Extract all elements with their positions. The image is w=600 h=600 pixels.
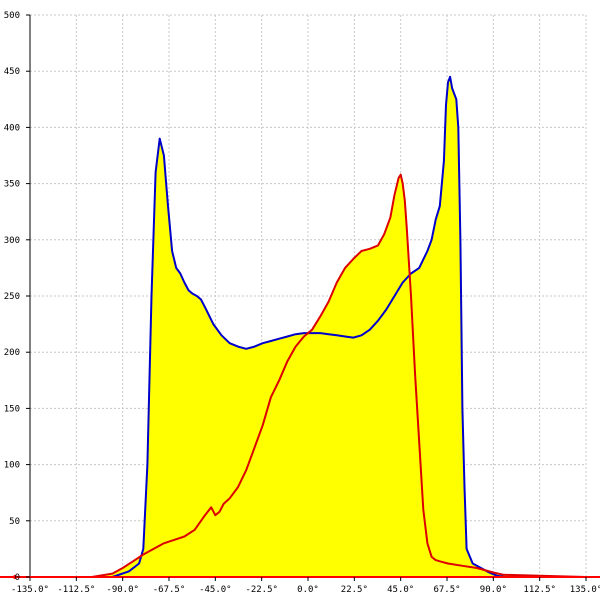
x-tick-label: -112.5° [57,585,95,595]
series-fill-0 [30,76,586,578]
x-tick-label: -135.0° [11,585,49,595]
x-tick-label: 45.0° [387,585,414,595]
x-tick-label: 22.5° [341,585,368,595]
y-tick-label: 50 [9,517,20,527]
x-tick-label: 90.0° [480,585,507,595]
series-fill-1 [30,174,586,577]
x-tick-label: -45.0° [199,585,232,595]
series-layer [30,75,587,578]
x-tick-label: 135.0° [570,585,600,595]
y-tick-label: 250 [4,292,20,302]
y-tick-label: 100 [4,461,20,471]
y-tick-label: 450 [4,67,20,77]
tick-labels: 0 50 100 150 200 250 300 350 400 450 500 -135.0° -11… [4,11,600,595]
origin-marker [13,575,17,579]
x-tick-label: -90.0° [106,585,139,595]
y-tick-label: 350 [4,180,20,190]
x-tick-label: 112.5° [523,585,556,595]
y-tick-label: 200 [4,348,20,358]
y-tick-label: 300 [4,236,20,246]
y-tick-label: 400 [4,123,20,133]
x-tick-label: 0.0° [297,585,319,595]
x-tick-label: -22.5° [245,585,278,595]
fill-area-layer [30,76,586,578]
y-tick-label: 150 [4,404,20,414]
series-line-1 [30,173,587,578]
axes [0,14,600,581]
x-tick-label: 67.5° [433,585,460,595]
y-tick-label: 0 [15,573,20,583]
y-tick-label: 500 [4,11,20,21]
x-tick-label: -67.5° [153,585,186,595]
series-line-0 [30,75,586,578]
